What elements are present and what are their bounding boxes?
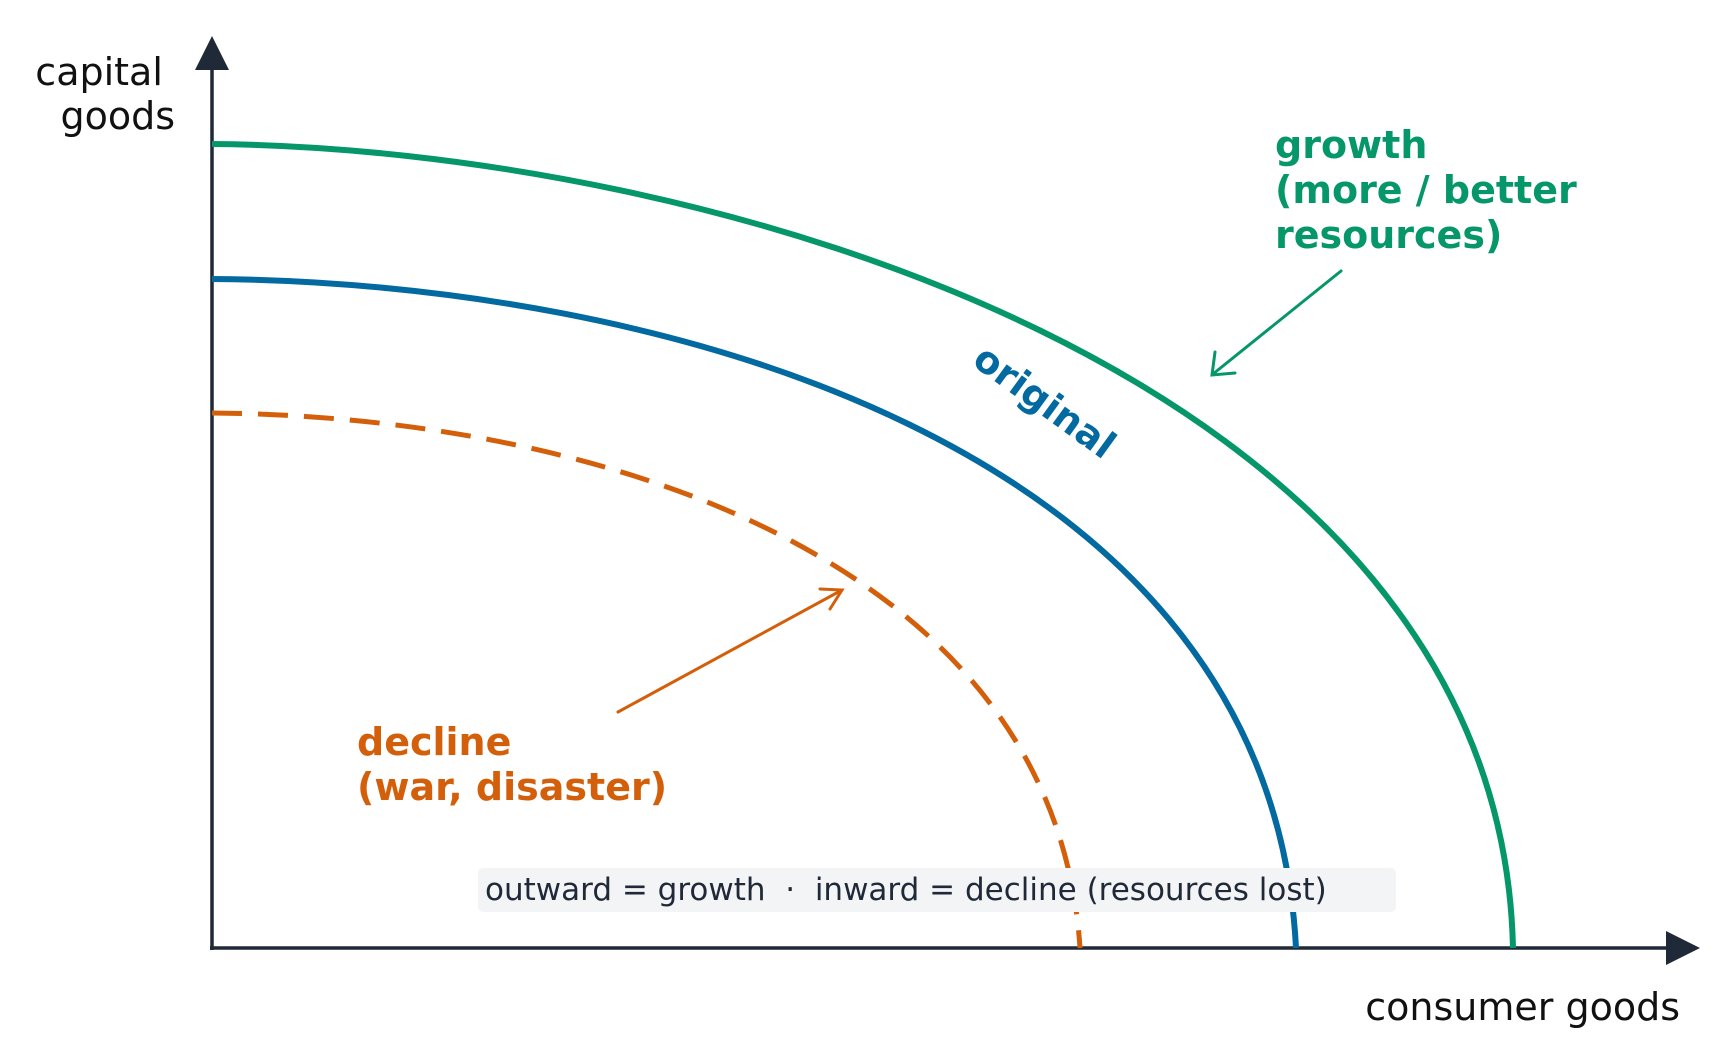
y-axis-label-line-2: goods	[60, 94, 175, 138]
growth-label-line-2: (more / better	[1275, 168, 1577, 212]
y-axis-label-line-1: capital	[35, 50, 163, 94]
note: outward = growth · inward = decline (res…	[478, 868, 1396, 912]
growth-label-line-3: resources)	[1275, 213, 1502, 257]
growth-label-line-1: growth	[1275, 123, 1427, 167]
growth-curve	[211, 141, 1516, 949]
x-axis-label: consumer goods	[1365, 985, 1680, 1029]
axes	[195, 36, 1700, 965]
decline-curve	[211, 410, 1083, 949]
decline-label-line-1: decline	[357, 720, 511, 764]
x-axis-arrowhead	[1666, 931, 1700, 965]
y-axis-label: capital goods	[35, 50, 175, 138]
note-background	[478, 868, 1396, 912]
decline-label: decline (war, disaster)	[357, 720, 667, 809]
decline-label-line-2: (war, disaster)	[357, 765, 667, 809]
original-label: original	[965, 336, 1123, 468]
note-text: outward = growth · inward = decline (res…	[485, 872, 1327, 908]
growth-label: growth (more / better resources)	[1275, 123, 1590, 257]
y-axis-arrowhead	[195, 36, 229, 70]
original-curve	[211, 276, 1299, 949]
decline-arrow	[616, 587, 845, 714]
growth-arrow	[1210, 269, 1343, 377]
